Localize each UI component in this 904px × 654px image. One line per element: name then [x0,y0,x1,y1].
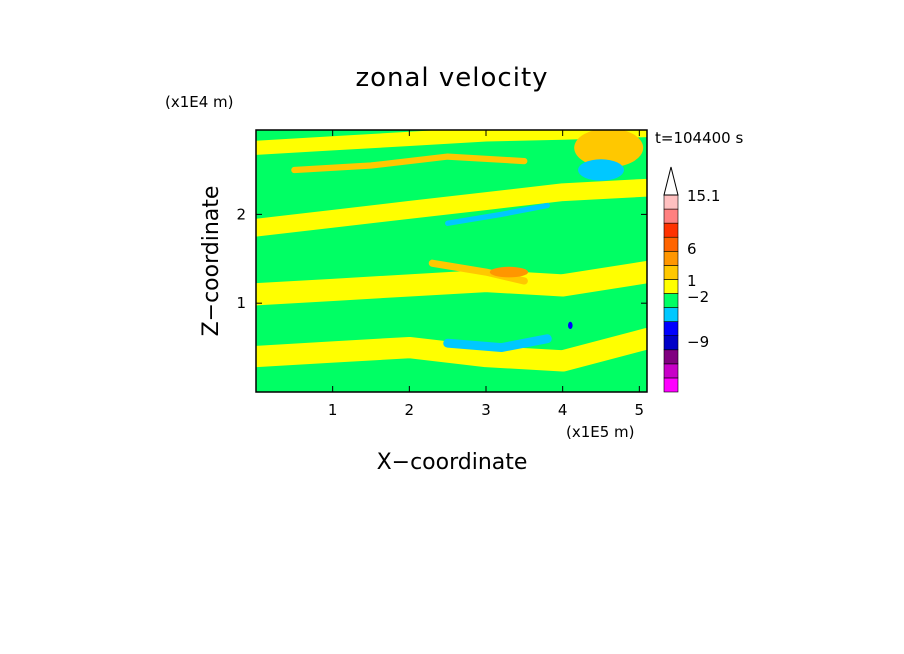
colorbar-segment [663,194,679,210]
colorbar-tick-label: −9 [687,333,709,351]
colorbar-segment [663,208,679,224]
colorbar-segment [663,349,679,365]
colorbar-segment [663,377,679,393]
x-unit-label: (x1E5 m) [566,423,635,441]
colorbar-segment [663,236,679,252]
chart-title: zonal velocity [355,63,548,93]
contour-band-7 [256,178,647,237]
x-tick-label: 2 [405,401,415,419]
colorbar-extend-arrow [663,166,679,196]
contour-band-1 [256,328,647,372]
x-tick-label: 3 [481,401,491,419]
colorbar-segment [663,265,679,280]
colorbar-tick-label: 1 [687,272,697,290]
plot-area [255,129,648,393]
contour-spot-0 [574,130,644,168]
y-tick-label: 2 [236,205,246,223]
colorbar-segment [663,363,679,379]
contour-band-8 [445,202,550,226]
colorbar-tick-label: −2 [687,288,709,306]
contour-band-2 [256,293,647,340]
contour-spot-2 [578,159,624,181]
y-axis-label: Z−coordinate [199,186,224,337]
contour-band-3 [443,334,552,353]
x-axis-label: X−coordinate [377,450,528,475]
time-label: t=104400 s [655,129,743,147]
contour-band-0 [256,368,647,392]
plot-frame [255,129,648,393]
colorbar-tick-label: 15.1 [687,187,720,205]
x-axis: 1 2 3 4 5 [328,130,644,419]
x-tick-label: 5 [635,401,645,419]
contour-spot-3 [489,266,529,278]
colorbar: 15.1 6 1−2 −9 [663,166,720,393]
contour-band-5 [256,218,647,273]
x-tick-label: 1 [328,401,338,419]
colorbar-segment [663,307,679,322]
y-axis: 12 [236,205,647,312]
colorbar-segment [663,279,679,294]
colorbar-segment [663,250,679,266]
y-unit-label: (x1E4 m) [165,93,234,111]
colorbar-segment [663,293,679,308]
colorbar-segment [663,335,679,351]
contour-spot-4 [568,321,573,329]
colorbar-tick-label: 6 [687,240,697,258]
contour-band-9 [256,144,647,201]
colorbar-segment [663,321,679,337]
velocity-field [256,130,647,392]
contour-band-10 [291,153,528,174]
contour-band-11 [256,130,647,155]
colorbar-segment [663,222,679,238]
x-tick-label: 4 [558,401,568,419]
contour-band-6 [428,259,528,285]
contour-band-4 [256,261,647,306]
y-tick-label: 1 [236,294,246,312]
